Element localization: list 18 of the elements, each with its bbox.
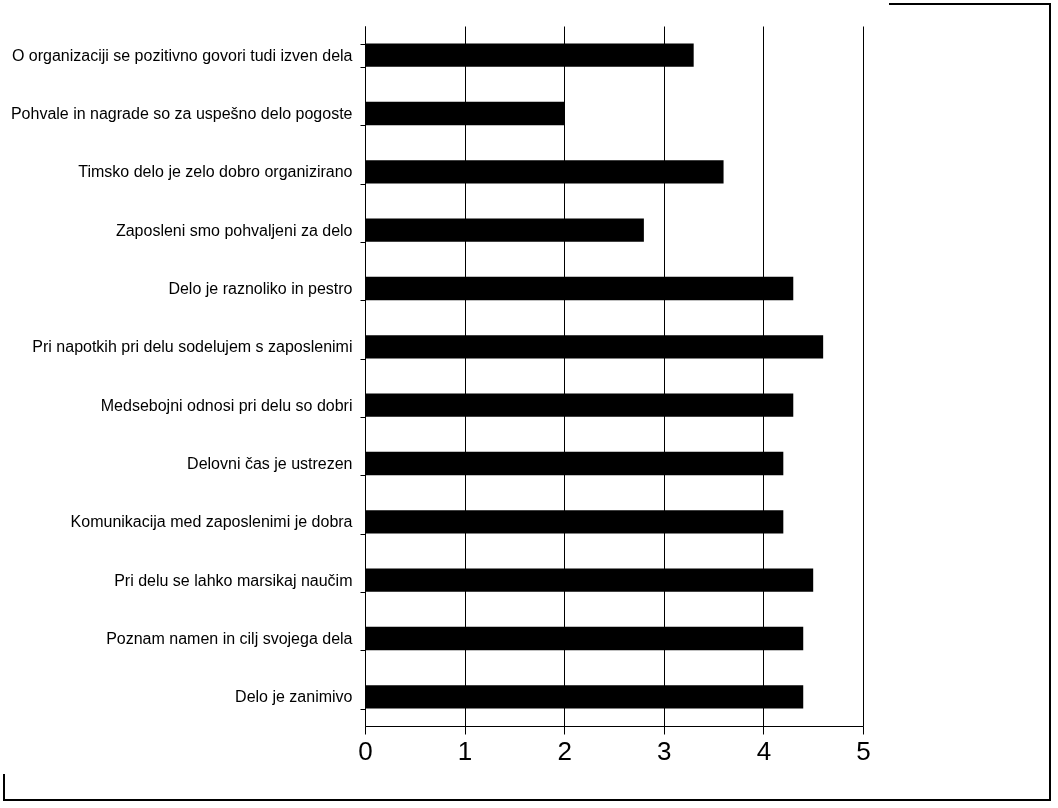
- x-tick-label: 5: [856, 735, 871, 766]
- x-tick-label: 0: [358, 735, 373, 766]
- y-tick-label: Delo je zanimivo: [235, 688, 353, 706]
- y-tick-label: Pohvale in nagrade so za uspešno delo pogoste: [10, 105, 353, 122]
- x-tick-label: 1: [457, 735, 473, 766]
- y-tick-label: Pri napotkih pri delu sodelujem s zaposlenimi: [32, 338, 353, 356]
- y-tick-label: Zaposleni smo pohvaljeni za delo: [115, 221, 353, 239]
- y-tick-label: Komunikacija med zaposlenimi je dobra: [70, 513, 353, 531]
- y-tick-label: Pri delu se lahko marsikaj naučim: [114, 571, 353, 589]
- y-tick-label: Medsebojni odnosi pri delu so dobri: [100, 396, 353, 414]
- y-tick-label: Poznam namen in cilj svojega dela: [106, 630, 353, 647]
- x-tick-label: 4: [756, 735, 772, 766]
- y-tick-label: Delo je raznoliko in pestro: [168, 280, 353, 297]
- y-tick-label: O organizaciji se pozitivno govori tudi izven dela: [11, 46, 353, 64]
- x-tick-label: 3: [657, 735, 672, 766]
- y-tick-label: Delovni čas je ustrezen: [187, 455, 353, 472]
- y-tick-label: Timsko delo je zelo dobro organizirano: [78, 163, 353, 181]
- x-tick-label: 2: [557, 735, 572, 766]
